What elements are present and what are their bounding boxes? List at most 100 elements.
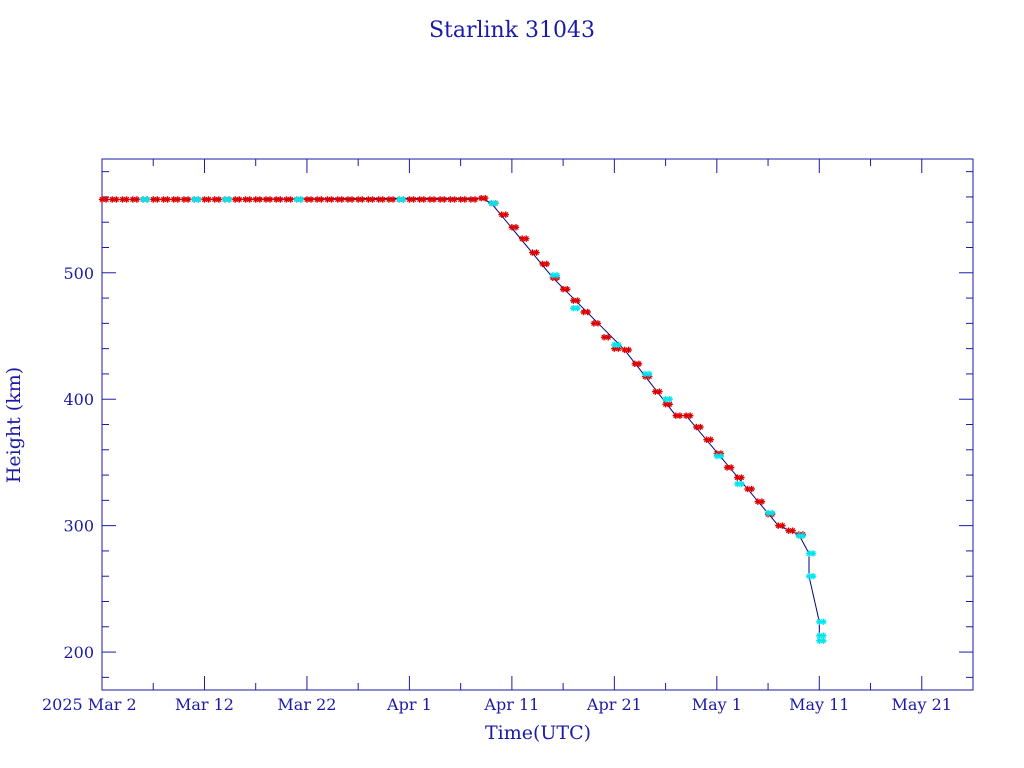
data-point — [348, 196, 356, 203]
y-tick-label: 200 — [63, 643, 94, 662]
data-point — [461, 196, 468, 203]
x-tick-label: Apr 1 — [386, 695, 432, 714]
data-point — [564, 286, 571, 293]
data-point — [553, 272, 561, 279]
y-tick-label: 400 — [63, 390, 94, 409]
data-point — [723, 464, 731, 471]
data-point — [594, 320, 602, 327]
data-point — [615, 341, 622, 349]
data-point — [748, 485, 755, 493]
data-point — [645, 370, 653, 378]
data-point — [400, 196, 407, 203]
data-point — [820, 632, 827, 639]
data-point — [365, 196, 372, 203]
data-point — [334, 196, 341, 203]
data-point — [385, 196, 393, 203]
data-point — [113, 196, 120, 203]
data-point — [758, 498, 766, 505]
data-point — [820, 637, 827, 644]
data-point — [820, 618, 827, 625]
data-point — [426, 196, 434, 203]
data-point — [215, 196, 223, 203]
data-point — [518, 235, 526, 242]
data-point — [283, 196, 290, 203]
data-point — [303, 196, 311, 203]
data-point — [641, 370, 649, 378]
data-point — [102, 196, 110, 203]
data-point — [232, 196, 239, 203]
x-tick-label: Mar 22 — [277, 695, 336, 714]
data-point — [184, 196, 192, 203]
data-point — [143, 196, 151, 203]
data-point — [318, 196, 325, 203]
data-point — [574, 297, 581, 304]
data-point — [123, 196, 130, 203]
data-point — [174, 196, 182, 203]
x-axis-label: Time(UTC) — [485, 722, 591, 744]
data-point — [768, 509, 776, 517]
data-point — [523, 235, 530, 242]
data-point — [754, 498, 762, 505]
data-point — [789, 527, 796, 534]
data-points — [98, 194, 827, 644]
data-point — [277, 196, 284, 203]
x-tick-label: 2025 Mar 2 — [42, 695, 137, 714]
chart-title: Starlink 31043 — [429, 18, 595, 43]
data-point — [154, 196, 161, 203]
data-point — [584, 308, 591, 316]
data-point — [441, 196, 448, 203]
data-point — [297, 196, 304, 203]
data-point — [236, 196, 243, 203]
data-point — [717, 452, 725, 460]
data-point — [676, 412, 684, 419]
data-point — [139, 196, 147, 203]
data-point — [389, 196, 397, 203]
data-point — [328, 196, 335, 203]
data-point — [201, 196, 208, 203]
data-point — [410, 196, 417, 203]
x-axis: 2025 Mar 2 Mar 12 Mar 22 Apr 1 Apr 11 Apr 21 M… — [42, 159, 974, 714]
data-point — [703, 436, 710, 443]
data-point — [287, 196, 294, 203]
data-point — [133, 196, 141, 203]
data-point — [502, 211, 509, 218]
data-point — [266, 196, 274, 203]
data-point — [686, 412, 694, 419]
data-point — [635, 360, 643, 368]
data-point — [205, 196, 212, 203]
data-point — [221, 196, 229, 203]
x-tick-label: May 1 — [692, 695, 742, 714]
data-point — [816, 637, 823, 644]
data-point — [420, 196, 427, 203]
data-point — [738, 480, 745, 488]
data-point — [246, 196, 253, 203]
data-point — [662, 396, 669, 403]
data-point — [225, 196, 233, 203]
data-point — [98, 196, 106, 203]
trajectory-line — [101, 197, 820, 641]
data-point — [809, 550, 817, 557]
data-point — [307, 196, 315, 203]
data-point — [738, 474, 745, 481]
plot-frame — [101, 158, 974, 691]
data-point — [338, 196, 345, 203]
data-point — [492, 200, 499, 207]
data-point — [605, 334, 612, 341]
data-point — [799, 532, 807, 539]
data-point — [256, 196, 264, 203]
data-point — [656, 388, 663, 395]
data-point — [512, 224, 520, 231]
data-point — [697, 423, 704, 431]
data-point — [447, 196, 454, 203]
data-point — [451, 196, 458, 203]
data-point — [164, 196, 171, 203]
data-point — [293, 196, 300, 203]
data-point — [482, 194, 489, 202]
data-point — [430, 196, 438, 203]
data-point — [543, 260, 550, 268]
series-line — [101, 197, 820, 641]
data-point — [369, 196, 376, 203]
data-point — [324, 196, 331, 203]
data-point — [693, 423, 700, 431]
